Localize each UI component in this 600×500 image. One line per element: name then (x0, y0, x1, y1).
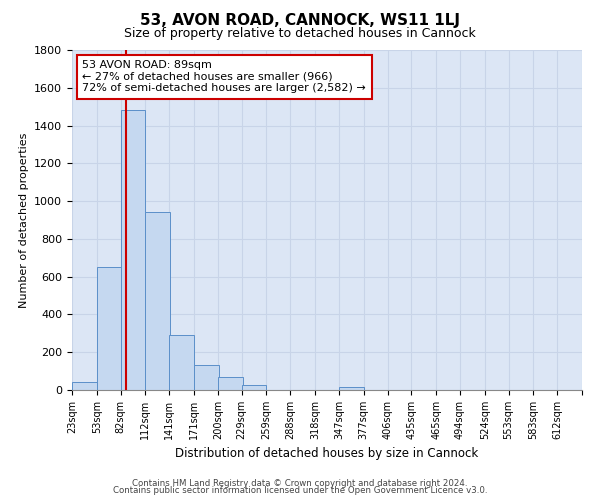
Bar (339, 387, 364, 390)
Text: Contains HM Land Registry data © Crown copyright and database right 2024.: Contains HM Land Registry data © Crown c… (132, 478, 468, 488)
X-axis label: Distribution of detached houses by size in Cannock: Distribution of detached houses by size … (175, 448, 479, 460)
Bar (169, 335, 194, 390)
Bar (242, 386, 266, 390)
Bar (72, 382, 97, 390)
Bar (194, 366, 218, 390)
Bar (121, 110, 145, 390)
Bar (97, 267, 121, 390)
Bar (145, 212, 170, 390)
Text: 53, AVON ROAD, CANNOCK, WS11 1LJ: 53, AVON ROAD, CANNOCK, WS11 1LJ (140, 12, 460, 28)
Y-axis label: Number of detached properties: Number of detached properties (19, 132, 29, 308)
Text: Contains public sector information licensed under the Open Government Licence v3: Contains public sector information licen… (113, 486, 487, 495)
Text: 53 AVON ROAD: 89sqm
← 27% of detached houses are smaller (966)
72% of semi-detac: 53 AVON ROAD: 89sqm ← 27% of detached ho… (82, 60, 366, 94)
Text: Size of property relative to detached houses in Cannock: Size of property relative to detached ho… (124, 28, 476, 40)
Bar (218, 377, 242, 390)
